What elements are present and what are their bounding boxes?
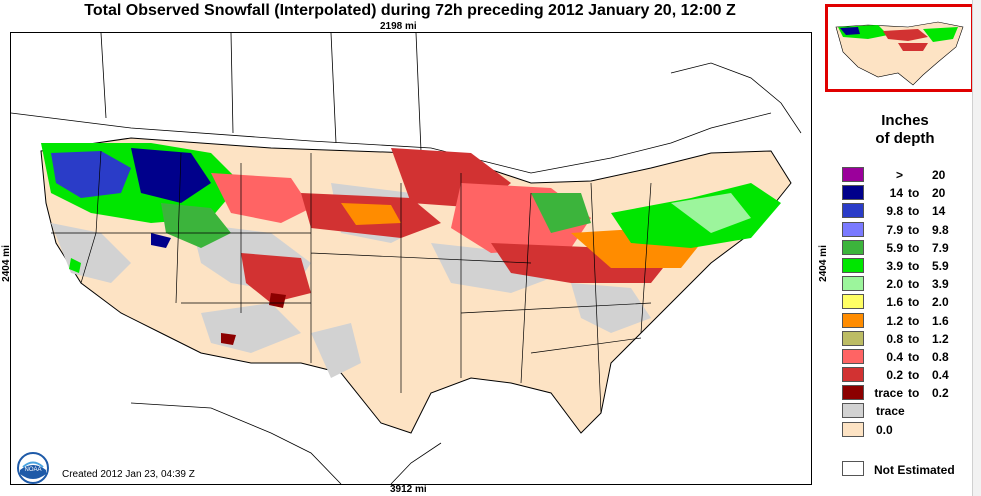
noaa-logo: NOAA [17,452,49,489]
legend-row: >20 [842,166,972,184]
legend-swatch [842,367,864,383]
legend-row: 0.8 to 1.2 [842,330,972,348]
legend-to: to [908,277,920,292]
noaa-logo-text: NOAA [24,467,41,473]
legend-to: to [908,331,920,346]
legend-to: to [908,349,920,364]
legend-low: 7.9 [886,222,903,237]
legend-row: 1.6 to 2.0 [842,293,972,311]
legend-to: to [908,258,920,273]
legend-row: trace [842,402,972,420]
legend-swatch [842,185,864,201]
legend-high: 0.2 [932,386,949,401]
legend-high: 3.9 [932,277,949,292]
legend-to: to [908,186,920,201]
legend-to: to [908,386,920,401]
legend-swatch [842,461,864,476]
legend-to: to [908,240,920,255]
legend-row: 7.9 to 9.8 [842,221,972,239]
legend-swatch [842,330,864,346]
legend: >20 14 to 20 9.8 to 14 7.9 to 9.8 5.9 to 7.9 3.9… [842,166,972,439]
legend-swatch [842,167,864,182]
snowfall-map[interactable] [10,32,812,485]
top-distance-label: 2198 mi [380,21,417,32]
legend-swatch [842,276,864,292]
legend-title: Inches of depth [840,112,970,148]
created-timestamp: Created 2012 Jan 23, 04:39 Z [62,469,195,480]
legend-single-label: trace [876,404,905,419]
legend-to: to [908,222,920,237]
legend-high: 7.9 [932,240,949,255]
legend-swatch [842,294,864,310]
legend-high: 0.4 [932,368,949,383]
not-estimated-label: Not Estimated [874,463,955,477]
legend-high: 1.6 [932,313,949,328]
legend-swatch [842,385,864,401]
legend-row: 14 to 20 [842,184,972,202]
map-title: Total Observed Snowfall (Interpolated) d… [84,2,736,19]
legend-swatch [842,312,864,328]
legend-high: 2.0 [932,295,949,310]
legend-to: to [908,368,920,383]
vertical-scrollbar[interactable] [972,0,981,496]
legend-high: 20 [932,168,946,182]
legend-swatch [842,239,864,255]
legend-low: > [895,168,903,182]
legend-low: 1.6 [886,295,903,310]
legend-row: 0.2 to 0.4 [842,366,972,384]
legend-low: 3.9 [886,258,903,273]
legend-low: 0.4 [886,349,903,364]
legend-high: 9.8 [932,222,949,237]
legend-swatch [842,221,864,237]
legend-title-line1: Inches [881,112,929,129]
legend-low: 14 [889,186,903,201]
legend-row: 9.8 to 14 [842,202,972,220]
legend-swatch [842,348,864,364]
noaa-logo-icon: NOAA [17,452,49,484]
legend-single-label: 0.0 [876,422,893,437]
legend-swatch [842,257,864,273]
legend-low: 1.2 [886,313,903,328]
legend-swatch [842,403,864,419]
legend-low: trace [874,386,903,401]
legend-high: 1.2 [932,331,949,346]
legend-high: 5.9 [932,258,949,273]
legend-high: 14 [932,204,946,219]
overview-inset-graphic [835,21,964,86]
legend-row: 3.9 to 5.9 [842,257,972,275]
legend-high: 0.8 [932,349,949,364]
overview-inset-map[interactable] [825,4,974,92]
legend-to: to [908,204,920,219]
legend-low: 5.9 [886,240,903,255]
legend-row: 0.4 to 0.8 [842,348,972,366]
legend-to: to [908,295,920,310]
legend-title-line2: of depth [875,130,935,147]
legend-swatch [842,421,864,437]
right-distance-label: 2404 mi [817,245,829,282]
legend-low: 0.2 [886,368,903,383]
legend-swatch [842,203,864,219]
legend-row: 5.9 to 7.9 [842,239,972,257]
legend-low: 0.8 [886,331,903,346]
legend-row: 0.0 [842,421,972,439]
legend-high: 20 [932,186,946,201]
legend-row: trace to 0.2 [842,384,972,402]
snowfall-map-graphic [10,32,802,485]
legend-row: 1.2 to 1.6 [842,312,972,330]
legend-low: 2.0 [886,277,903,292]
legend-to: to [908,313,920,328]
legend-row: 2.0 to 3.9 [842,275,972,293]
legend-low: 9.8 [886,204,903,219]
bottom-distance-label: 3912 mi [390,484,427,495]
